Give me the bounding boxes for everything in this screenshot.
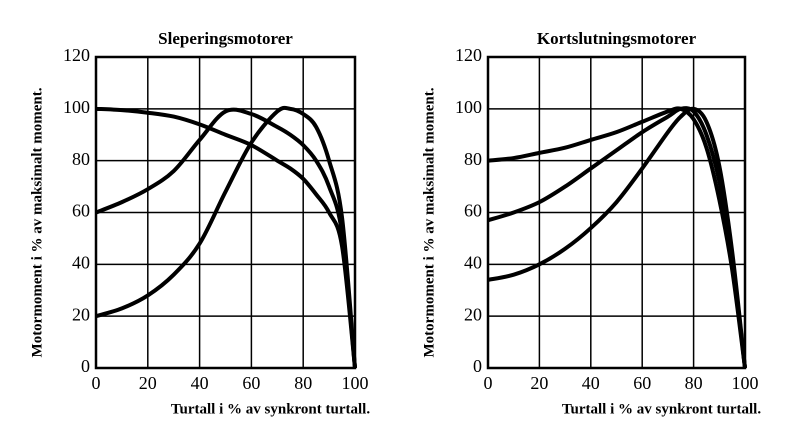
y-axis-label: Motormoment i % av maksimalt moment.	[421, 87, 437, 357]
line-series	[95, 105, 357, 369]
y-tick-label: 60	[72, 201, 90, 221]
y-tick-label: 60	[464, 201, 482, 221]
y-tick-label: 0	[81, 356, 90, 376]
y-tick-label: 100	[63, 97, 90, 117]
x-tick-label: 40	[582, 373, 600, 393]
subplot: 0 20 40 60 80 100 120 0 20 40 60 80 100 Sleperingsmot…	[29, 29, 370, 418]
y-tick-label: 120	[455, 45, 482, 65]
x-axis-label: Turtall i % av synkront turtall.	[562, 401, 761, 417]
line-series	[487, 106, 747, 369]
x-tick-label: 100	[732, 373, 759, 393]
y-tick-label: 120	[63, 45, 90, 65]
line-series	[95, 106, 357, 369]
chart-title: Kortslutningsmotorer	[537, 29, 697, 48]
x-tick-label: 20	[530, 373, 548, 393]
plot-frame	[486, 55, 747, 370]
y-tick-label: 20	[72, 304, 90, 324]
y-tick-label: 0	[473, 356, 482, 376]
x-tick-label: 60	[242, 373, 260, 393]
x-tick-label: 100	[342, 373, 369, 393]
y-tick-label: 40	[464, 252, 482, 272]
x-tick-label: 80	[685, 373, 703, 393]
x-tick-label: 0	[484, 373, 493, 393]
y-tick-label: 80	[464, 149, 482, 169]
x-tick-label: 20	[139, 373, 157, 393]
line-series	[487, 106, 747, 369]
y-tick-label: 80	[72, 149, 90, 169]
subplot: 0 20 40 60 80 100 120 0 20 40 60 80 100 Kortslutnings…	[421, 29, 761, 418]
x-tick-label: 60	[633, 373, 651, 393]
x-tick-label: 40	[191, 373, 209, 393]
x-tick-label: 0	[92, 373, 101, 393]
y-tick-label: 20	[464, 304, 482, 324]
y-tick-label: 100	[455, 97, 482, 117]
line-series	[95, 107, 357, 369]
x-axis-label: Turtall i % av synkront turtall.	[171, 401, 370, 417]
chart-title: Sleperingsmotorer	[158, 29, 293, 48]
x-tick-label: 80	[294, 373, 312, 393]
y-tick-label: 40	[72, 252, 90, 272]
line-series	[487, 106, 747, 369]
y-axis-label: Motormoment i % av maksimalt moment.	[29, 87, 45, 357]
